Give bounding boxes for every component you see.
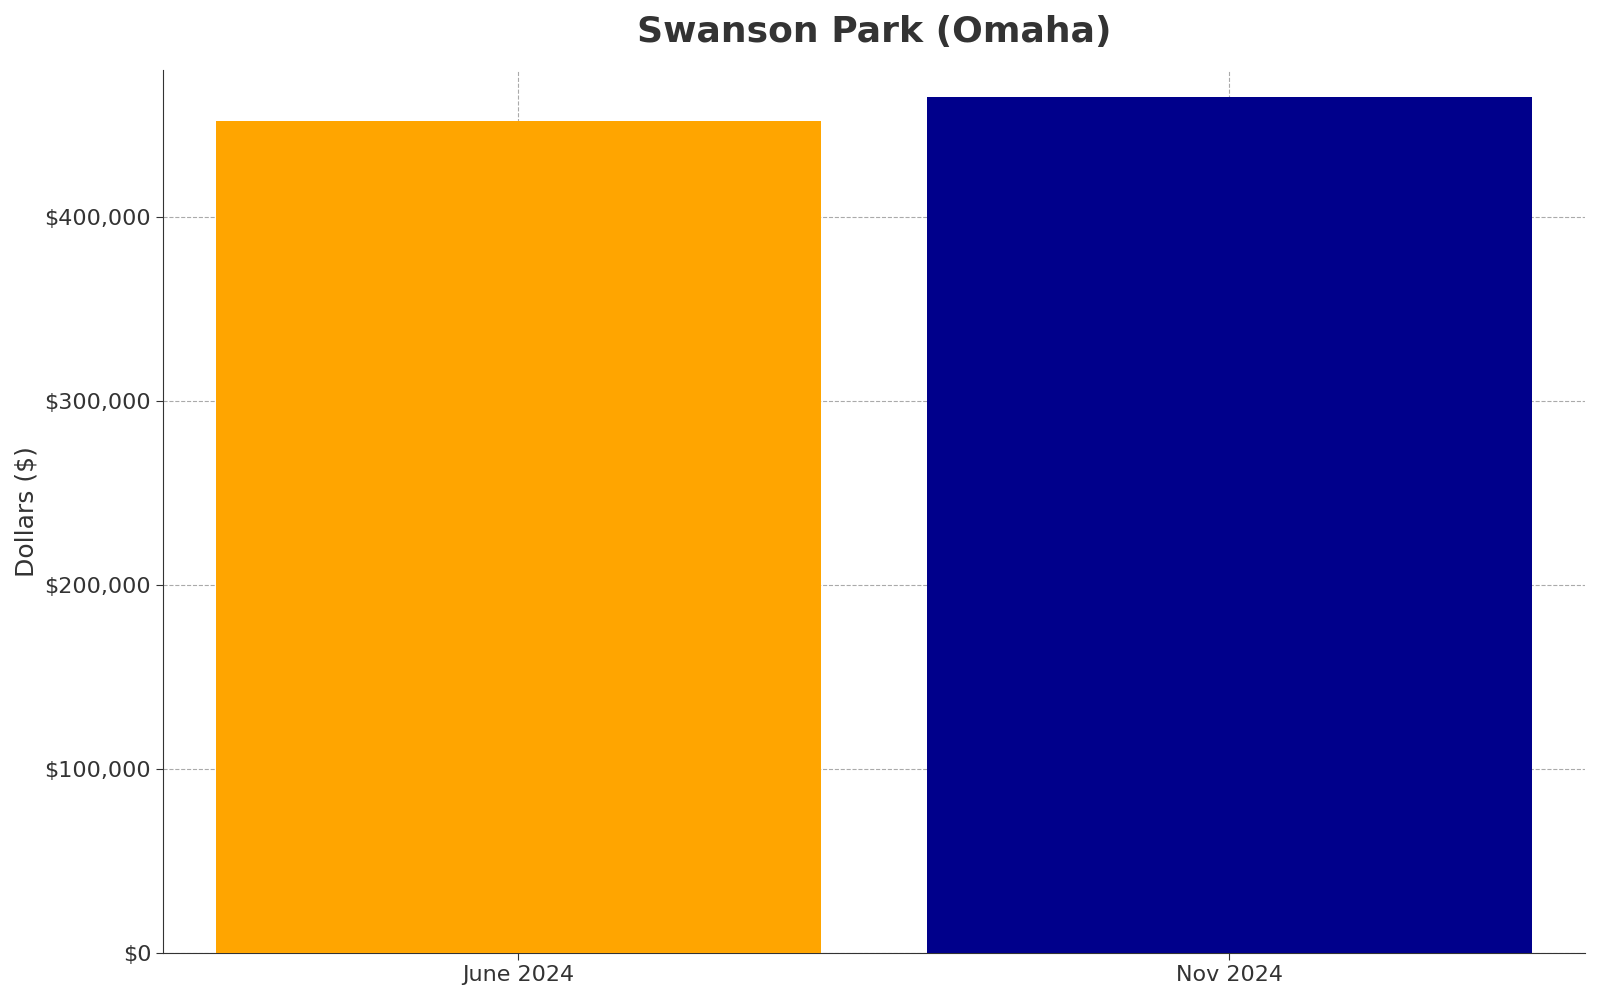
Title: Swanson Park (Omaha): Swanson Park (Omaha): [637, 15, 1112, 49]
Y-axis label: Dollars ($): Dollars ($): [14, 446, 38, 577]
Bar: [216, 121, 821, 953]
Bar: [928, 97, 1531, 953]
